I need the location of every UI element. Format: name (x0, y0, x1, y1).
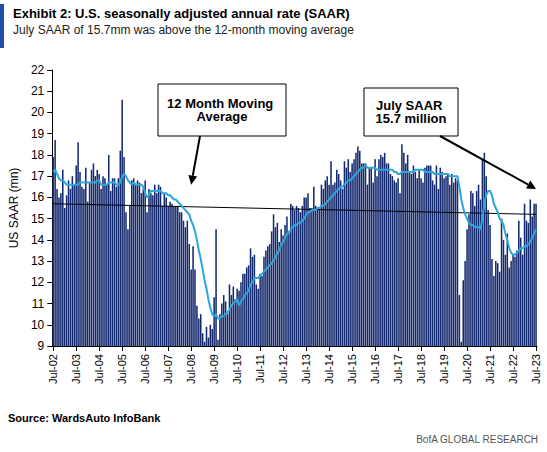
svg-text:15.7 million: 15.7 million (376, 111, 447, 126)
svg-text:22: 22 (31, 63, 45, 77)
svg-text:13: 13 (31, 254, 45, 268)
svg-text:21: 21 (31, 84, 45, 98)
svg-text:Jul-04: Jul-04 (93, 354, 105, 384)
svg-text:US SAAR (mn): US SAAR (mn) (7, 168, 21, 249)
svg-text:Average: Average (197, 109, 248, 124)
svg-text:Jul-05: Jul-05 (116, 354, 128, 384)
svg-text:Jul-10: Jul-10 (231, 354, 243, 384)
svg-text:Jul-21: Jul-21 (484, 354, 496, 384)
svg-text:20: 20 (31, 105, 45, 119)
svg-text:12 Month Moving: 12 Month Moving (167, 96, 277, 111)
svg-text:12: 12 (31, 275, 45, 289)
svg-text:15: 15 (31, 212, 45, 226)
svg-text:Exhibit 2: U.S. seasonally adj: Exhibit 2: U.S. seasonally adjusted annu… (13, 6, 350, 21)
svg-text:Jul-12: Jul-12 (277, 354, 289, 384)
svg-text:Jul-02: Jul-02 (47, 354, 59, 384)
svg-text:Jul-13: Jul-13 (300, 354, 312, 384)
svg-text:July SAAR: July SAAR (376, 98, 446, 113)
svg-text:17: 17 (31, 169, 45, 183)
svg-text:Jul-14: Jul-14 (323, 354, 335, 384)
svg-text:Jul-23: Jul-23 (530, 354, 542, 384)
svg-text:Jul-03: Jul-03 (70, 354, 82, 384)
svg-text:July SAAR of 15.7mm was above: July SAAR of 15.7mm was above the 12-mon… (13, 23, 354, 37)
svg-text:Jul-16: Jul-16 (369, 354, 381, 384)
svg-text:Jul-19: Jul-19 (438, 354, 450, 384)
svg-text:Jul-20: Jul-20 (461, 354, 473, 384)
svg-text:Jul-08: Jul-08 (185, 354, 197, 384)
svg-text:18: 18 (31, 148, 45, 162)
svg-text:BofA GLOBAL RESEARCH: BofA GLOBAL RESEARCH (416, 434, 538, 445)
svg-text:11: 11 (32, 297, 45, 311)
svg-text:Jul-11: Jul-11 (254, 354, 266, 383)
svg-text:19: 19 (31, 127, 45, 141)
svg-text:Jul-17: Jul-17 (392, 354, 404, 384)
svg-text:Jul-18: Jul-18 (415, 354, 427, 384)
svg-text:Jul-07: Jul-07 (162, 354, 174, 384)
svg-text:16: 16 (31, 190, 45, 204)
svg-text:10: 10 (31, 318, 45, 332)
svg-text:Jul-06: Jul-06 (139, 354, 151, 384)
svg-text:Jul-22: Jul-22 (507, 354, 519, 384)
svg-text:Jul-09: Jul-09 (208, 354, 220, 384)
svg-text:9: 9 (38, 339, 45, 353)
svg-text:Source: WardsAuto InfoBank: Source: WardsAuto InfoBank (8, 412, 161, 424)
svg-text:14: 14 (31, 233, 45, 247)
svg-text:Jul-15: Jul-15 (346, 354, 358, 384)
